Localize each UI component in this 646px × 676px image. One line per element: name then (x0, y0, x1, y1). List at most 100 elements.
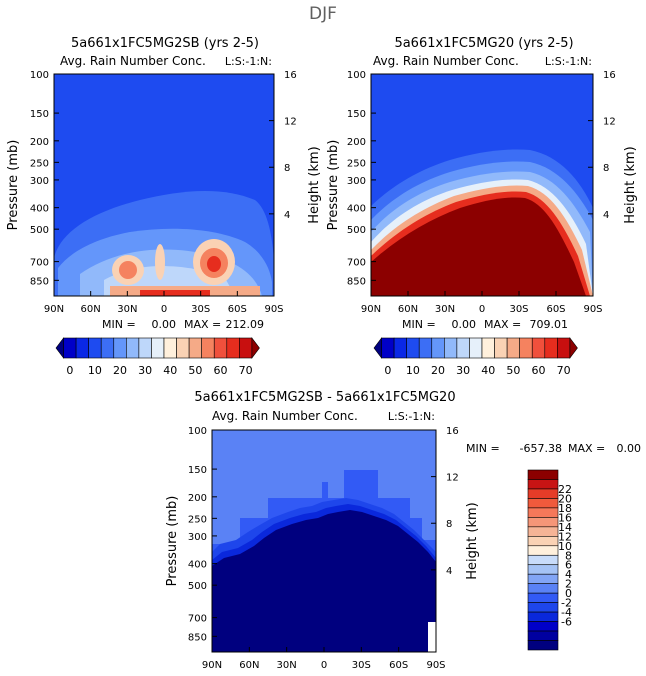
panel-b-region-7 (371, 197, 586, 296)
colorbar-b-label: 20 (431, 364, 445, 377)
colorbar-diff-label: 6 (565, 559, 572, 572)
colorbar-diff-swatch (527, 488, 559, 499)
colorbar-b-swatch (456, 337, 470, 359)
panel-c-ytick-label: 700 (188, 614, 207, 625)
panel-b-ytick-label: 200 (347, 137, 366, 148)
colorbar-a-swatch (63, 337, 77, 359)
colorbar-b-swatch (494, 337, 508, 359)
colorbar-a-label: 60 (214, 364, 228, 377)
panel-a-xtick-label: 90S (264, 304, 283, 315)
panel-b-ytick-label: 500 (347, 225, 366, 236)
colorbar-b-swatch (381, 337, 395, 359)
panel-b: 5a661x1FC5MG20 (yrs 2-5) Avg. Rain Numbe… (326, 36, 638, 331)
panel-a-region-10 (155, 244, 165, 280)
colorbar-diff-label: 16 (558, 511, 572, 524)
panel-c-ylabel2: Height (km) (465, 502, 480, 579)
panel-c-tag: L:S:-1:N: (388, 410, 435, 423)
panel-a-ytick2-label: 16 (284, 70, 297, 81)
panel-b-ytick2-label: 4 (603, 210, 609, 221)
colorbar-diff-swatch (527, 554, 559, 566)
panel-a-axes: 100 150 200 250 300 400 500 700 850 16 12 8 4 90N 60N 3… (30, 70, 297, 315)
panel-c-max-value: 0.00 (617, 442, 642, 455)
panel-b-ytick-label: 400 (347, 204, 366, 215)
panel-b-ytick-label: 850 (347, 276, 366, 287)
panel-a-ytick-label: 500 (30, 225, 49, 236)
colorbar-a-label: 20 (113, 364, 127, 377)
panel-c-ytick-label: 200 (188, 493, 207, 504)
panel-a-xtick-label: 0 (161, 304, 167, 315)
colorbar-b-swatch (506, 337, 520, 359)
panel-a-region-9 (207, 256, 221, 272)
panel-c-subtitle: Avg. Rain Number Conc. (212, 409, 358, 423)
panel-c-ytick-label: 500 (188, 581, 207, 592)
panel-a-ytick-label: 250 (30, 158, 49, 169)
colorbar-b-label: 0 (384, 364, 391, 377)
colorbar-b-label: 70 (557, 364, 571, 377)
panel-a-xtick-label: 90N (44, 304, 64, 315)
colorbar-b-swatch (569, 337, 578, 359)
panel-b-xtick-label: 30N (435, 304, 455, 315)
panel-c-ytick2-label: 12 (446, 473, 459, 484)
panel-a-ytick-label: 300 (30, 176, 49, 187)
panel-a-xtick-label: 60S (228, 304, 247, 315)
colorbar-diff-swatch (527, 507, 559, 518)
panel-b-ytick2-label: 16 (603, 70, 616, 81)
colorbar-diff-swatch (527, 592, 559, 603)
panel-b-ytick-label: 250 (347, 158, 366, 169)
colorbar-diff-swatch (527, 583, 559, 594)
panel-c-xtick-label: 90N (202, 660, 222, 671)
panel-a-ylabel: Pressure (mb) (6, 140, 21, 231)
panel-a-max-value: 212.09 (226, 318, 265, 331)
colorbar-diff-swatch (527, 526, 559, 537)
panel-b-ylabel: Pressure (mb) (326, 140, 341, 231)
colorbar-a: 0 10 20 30 40 50 60 70 (55, 337, 260, 377)
panel-b-xtick-label: 60N (398, 304, 418, 315)
colorbar-a-label: 0 (66, 364, 73, 377)
colorbar-a-swatch (226, 337, 240, 359)
panel-a-ytick2-label: 8 (284, 163, 290, 174)
panel-a-ytick-label: 850 (30, 276, 49, 287)
colorbar-a-swatch (251, 337, 260, 359)
panel-b-ylabel2: Height (km) (623, 146, 638, 223)
colorbar-diff-swatch (527, 602, 559, 613)
colorbar-diff-label: -6 (561, 616, 572, 629)
panel-a-min-label: MIN = (102, 318, 136, 331)
panel-b-ytick-label: 300 (347, 176, 366, 187)
colorbar-b-label: 60 (532, 364, 546, 377)
panel-c-axes: 100 150 200 250 300 400 500 700 850 16 12 8 4 90N 60N 3… (188, 426, 459, 671)
panel-c-xtick-label: 60N (239, 660, 259, 671)
panel-b-subtitle: Avg. Rain Number Conc. (373, 54, 519, 68)
panel-c-xtick-label: 30N (277, 660, 297, 671)
panel-b-max-value: 709.01 (530, 318, 569, 331)
panel-b-axes: 100 150 200 250 300 400 500 700 850 16 12 8 4 90N 60N 3… (347, 70, 616, 315)
panel-b-plot (371, 74, 593, 296)
panel-a-region-6 (119, 261, 137, 279)
panel-c-max-label: MAX = (568, 442, 605, 455)
panel-b-max-label: MAX = (484, 318, 521, 331)
colorbar-diff-swatch (527, 536, 559, 547)
colorbar-diff-label: 10 (558, 540, 572, 553)
panel-a-ytick2-label: 12 (284, 117, 297, 128)
panel-b-xtick-label: 30S (509, 304, 528, 315)
panel-c-min-value: -657.38 (520, 442, 562, 455)
panel-c-region-4 (212, 510, 436, 652)
panel-a-xtick-label: 30S (191, 304, 210, 315)
colorbar-a-swatch (138, 337, 152, 359)
colorbar-diff-swatch (527, 498, 559, 509)
panel-b-xtick-label: 60S (546, 304, 565, 315)
colorbar-b-label: 10 (406, 364, 420, 377)
colorbar-diff-label: 8 (565, 549, 572, 562)
panel-b-xtick-label: 90N (361, 304, 381, 315)
panel-a-ytick2-label: 4 (284, 210, 290, 221)
colorbar-diff-label: 12 (558, 530, 572, 543)
panel-a: 5a661x1FC5MG2SB (yrs 2-5) Avg. Rain Numb… (6, 36, 322, 331)
colorbar-a-label: 30 (138, 364, 152, 377)
colorbar-a-swatch (88, 337, 102, 359)
panel-b-xtick-label: 0 (479, 304, 485, 315)
colorbar-diff-swatch (527, 517, 559, 528)
panel-c-ytick2-label: 16 (446, 426, 459, 437)
panel-a-title: 5a661x1FC5MG2SB (yrs 2-5) (71, 36, 259, 51)
colorbar-a-swatch (188, 337, 202, 359)
panel-c-xtick-label: 90S (426, 660, 445, 671)
